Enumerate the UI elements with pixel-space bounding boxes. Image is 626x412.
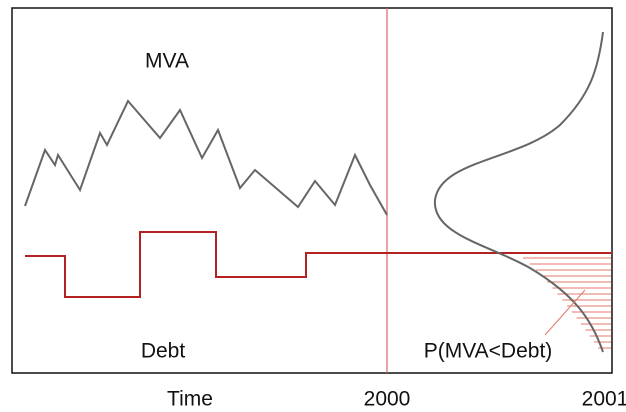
distribution-curve — [433, 31, 604, 353]
frame — [11, 7, 613, 374]
probability-label: P(MVA<Debt) — [424, 340, 553, 363]
debt-label: Debt — [141, 340, 186, 363]
axis-start-label: 2000 — [364, 388, 411, 411]
probability-hatch — [522, 257, 611, 349]
mva-label: MVA — [145, 50, 189, 73]
debt-line — [25, 231, 612, 298]
mva-path — [24, 99, 388, 216]
axis-end-label: 2001 — [582, 388, 626, 411]
axis-title: Time — [167, 388, 213, 411]
pointer-line — [544, 289, 586, 336]
